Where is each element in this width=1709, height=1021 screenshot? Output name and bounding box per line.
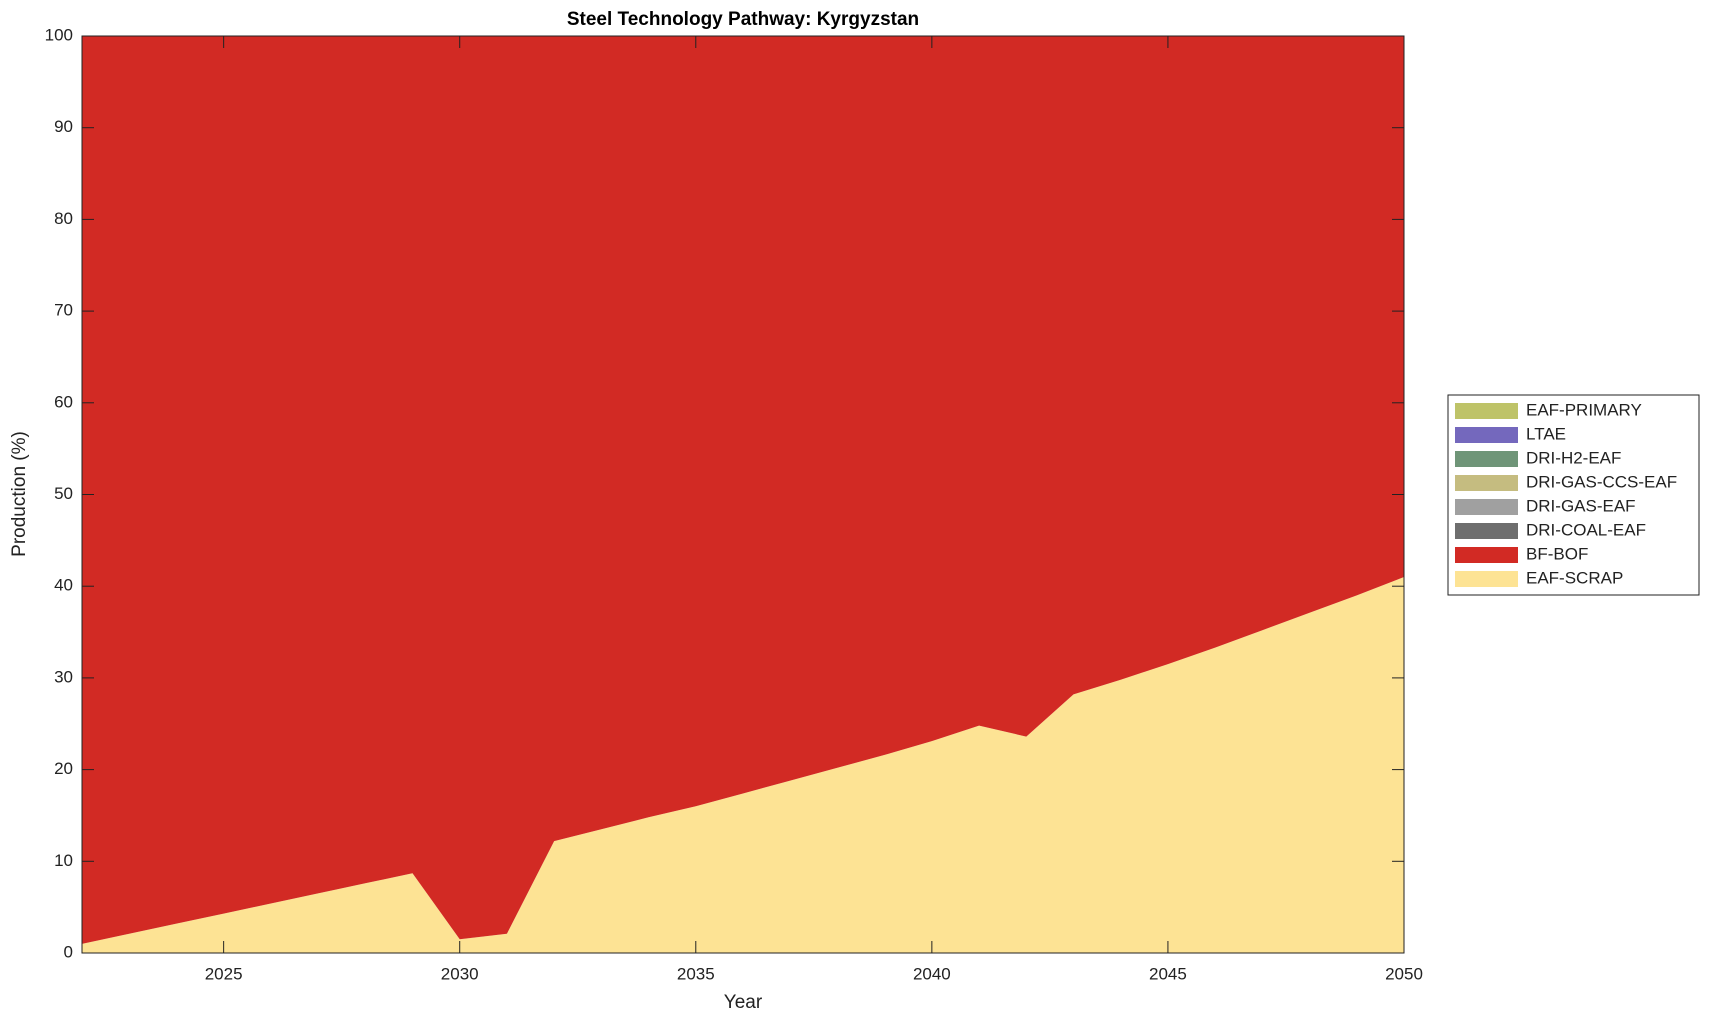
area xyxy=(82,36,1404,944)
y-tick-label: 80 xyxy=(54,209,73,228)
legend-label: DRI-COAL-EAF xyxy=(1526,520,1646,539)
chart-title: Steel Technology Pathway: Kyrgyzstan xyxy=(567,9,919,30)
x-tick-label: 2050 xyxy=(1385,964,1423,983)
legend-label: BF-BOF xyxy=(1526,544,1588,563)
legend-swatch xyxy=(1455,451,1518,467)
y-tick-label: 60 xyxy=(54,392,73,411)
legend-swatch xyxy=(1455,523,1518,539)
y-axis-label: Production (%) xyxy=(9,431,30,557)
y-tick-label: 70 xyxy=(54,301,73,320)
x-tick-label: 2030 xyxy=(441,964,479,983)
x-tick-label: 2045 xyxy=(1149,964,1187,983)
legend-swatch xyxy=(1455,403,1518,419)
legend-label: DRI-H2-EAF xyxy=(1526,448,1621,467)
y-tick-label: 40 xyxy=(54,576,73,595)
legend-swatch xyxy=(1455,499,1518,515)
legend-swatch xyxy=(1455,427,1518,443)
legend-label: LTAE xyxy=(1526,424,1566,443)
x-tick-label: 2035 xyxy=(677,964,715,983)
y-tick-label: 20 xyxy=(54,759,73,778)
area xyxy=(82,577,1404,953)
y-tick-label: 90 xyxy=(54,117,73,136)
x-axis-label: Year xyxy=(724,992,763,1013)
x-tick-label: 2040 xyxy=(913,964,951,983)
y-tick-label: 50 xyxy=(54,484,73,503)
y-tick-label: 30 xyxy=(54,667,73,686)
legend-box xyxy=(1447,394,1700,596)
x-tick-label: 2025 xyxy=(205,964,243,983)
legend-label: EAF-PRIMARY xyxy=(1526,400,1642,419)
y-tick-label: 0 xyxy=(64,942,73,961)
legend-label: DRI-GAS-CCS-EAF xyxy=(1526,472,1677,491)
legend-swatch xyxy=(1455,547,1518,563)
y-tick-label: 10 xyxy=(54,851,73,870)
legend-swatch xyxy=(1455,475,1518,491)
legend-swatch xyxy=(1455,571,1518,587)
legend-label: DRI-GAS-EAF xyxy=(1526,496,1636,515)
y-tick-label: 100 xyxy=(45,25,73,44)
legend-label: EAF-SCRAP xyxy=(1526,568,1623,587)
